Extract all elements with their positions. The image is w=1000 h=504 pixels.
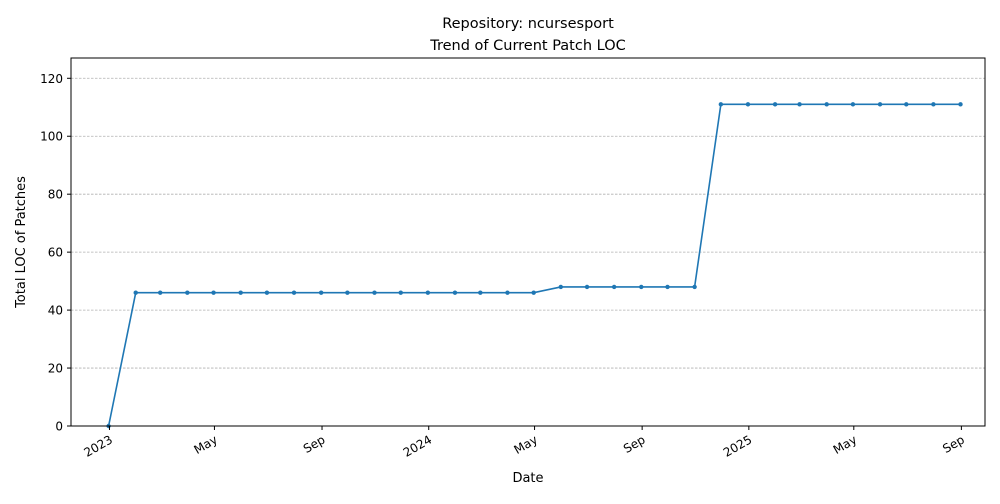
data-point-16 xyxy=(531,290,536,295)
y-tick-label-120: 120 xyxy=(40,72,63,86)
data-point-15 xyxy=(505,290,510,295)
x-tick-label-1: May xyxy=(191,432,219,457)
data-point-7 xyxy=(291,290,297,295)
data-point-31 xyxy=(931,102,936,107)
data-point-9 xyxy=(345,290,350,295)
data-point-8 xyxy=(318,290,324,295)
y-tick-label-100: 100 xyxy=(40,130,63,144)
data-point-32 xyxy=(958,102,963,107)
plot-frame xyxy=(70,57,986,427)
data-point-6 xyxy=(264,290,270,295)
data-point-2 xyxy=(158,290,163,295)
data-point-19 xyxy=(611,284,617,290)
data-point-13 xyxy=(452,290,458,295)
data-point-23 xyxy=(718,102,724,107)
data-point-30 xyxy=(904,102,909,107)
chart-title-line2: Trend of Current Patch LOC xyxy=(429,38,625,54)
y-tick-label-40: 40 xyxy=(48,304,63,318)
data-point-1 xyxy=(133,290,138,295)
data-point-24 xyxy=(745,102,751,107)
y-tick-label-20: 20 xyxy=(48,362,63,376)
data-point-20 xyxy=(639,284,644,290)
x-tick-label-8: Sep xyxy=(940,432,967,455)
x-tick-label-4: May xyxy=(512,432,540,457)
data-point-25 xyxy=(772,102,778,107)
series-line-0 xyxy=(107,103,961,427)
data-point-14 xyxy=(478,290,483,295)
data-point-11 xyxy=(398,290,403,295)
data-point-3 xyxy=(185,290,190,295)
y-axis-label: Total LOC of Patches xyxy=(14,176,29,309)
x-tick-label-2: Sep xyxy=(301,432,328,455)
grid-lines xyxy=(71,77,985,369)
x-tick-label-3: 2024 xyxy=(401,432,434,459)
data-point-26 xyxy=(797,102,802,107)
x-tick-label-6: 2025 xyxy=(721,432,754,459)
data-point-17 xyxy=(558,284,563,290)
data-point-18 xyxy=(584,284,590,290)
data-point-28 xyxy=(850,102,856,107)
data-point-21 xyxy=(665,284,670,290)
series-layer xyxy=(106,102,963,429)
x-tick-label-7: May xyxy=(831,432,859,457)
data-point-4 xyxy=(211,290,216,295)
data-point-12 xyxy=(425,290,431,295)
y-tick-label-60: 60 xyxy=(48,246,63,260)
data-point-27 xyxy=(824,102,829,107)
data-point-22 xyxy=(692,284,697,290)
x-tick-label-0: 2023 xyxy=(82,432,115,459)
y-axis-ticks: 0 20 40 60 80 100 120 xyxy=(40,72,71,434)
x-axis-ticks: 2023 May Sep 2024 May Sep 2025 May Sep xyxy=(82,426,967,460)
x-axis-label: Date xyxy=(512,471,543,486)
y-tick-label-0: 0 xyxy=(55,420,63,434)
chart-title-line1: Repository: ncursesport xyxy=(442,16,614,32)
y-tick-label-80: 80 xyxy=(48,188,63,202)
x-tick-label-5: Sep xyxy=(621,432,648,455)
data-point-29 xyxy=(877,102,883,107)
data-point-5 xyxy=(238,290,243,295)
data-point-10 xyxy=(372,290,377,295)
